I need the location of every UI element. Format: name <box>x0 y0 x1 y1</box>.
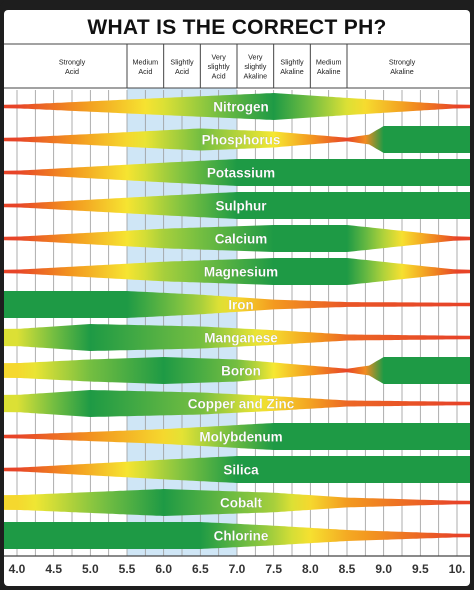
nutrient-label: Chlorine <box>214 529 269 544</box>
nutrient-band <box>4 489 470 516</box>
nutrient-label: Potassium <box>207 166 275 181</box>
acidity-label: Slightly <box>170 57 194 66</box>
x-tick-label: 7.5 <box>265 562 282 576</box>
acidity-label: Strongly <box>389 57 416 66</box>
acidity-label: Very <box>248 53 263 62</box>
nutrient-band <box>4 390 470 417</box>
nutrient-band <box>4 225 470 252</box>
acidity-label: slightly <box>244 62 266 71</box>
nutrient-label: Sulphur <box>216 199 268 214</box>
nutrient-label: Boron <box>221 364 261 379</box>
nutrient-label: Nitrogen <box>213 100 269 115</box>
x-tick-label: 9.5 <box>412 562 429 576</box>
nutrient-label: Phosphorus <box>202 133 281 148</box>
x-tick-label: 8.5 <box>339 562 356 576</box>
nutrient-band <box>4 159 470 186</box>
acidity-label: Slightly <box>280 57 304 66</box>
x-tick-label: 10. <box>449 562 466 576</box>
nutrient-label: Molybdenum <box>199 430 282 445</box>
x-tick-label: 8.0 <box>302 562 319 576</box>
x-tick-label: 6.0 <box>155 562 172 576</box>
nutrient-band <box>4 126 470 153</box>
x-tick-label: 6.5 <box>192 562 209 576</box>
nutrient-labels: Nitrogen Phosphorus Potassium Sulphur Calciu… <box>188 99 295 544</box>
acidity-label: Akaline <box>244 72 268 81</box>
nutrient-label: Iron <box>228 298 254 313</box>
acidity-label: Acid <box>65 67 79 76</box>
nutrient-label: Calcium <box>215 232 268 247</box>
acidity-label: Akaline <box>280 67 304 76</box>
acidity-label: Acid <box>175 67 189 76</box>
nutrient-label: Manganese <box>204 331 278 346</box>
acidity-label: Akaline <box>390 67 414 76</box>
x-tick-label: 7.0 <box>229 562 246 576</box>
nutrient-band <box>4 192 470 219</box>
x-tick-label: 4.5 <box>45 562 62 576</box>
nutrient-band <box>4 324 470 351</box>
x-tick-label: 4.0 <box>9 562 26 576</box>
acidity-label: slightly <box>208 62 230 71</box>
acidity-label: Very <box>211 53 226 62</box>
nutrient-label: Magnesium <box>204 265 278 280</box>
acidity-label: Acid <box>212 72 226 81</box>
acidity-label: Strongly <box>59 57 86 66</box>
acidity-label: Medium <box>133 57 159 66</box>
acidity-label: Medium <box>316 57 342 66</box>
x-tick-label: 5.0 <box>82 562 99 576</box>
ph-axis: 4.0 4.5 5.0 5.5 6.0 6.5 7.0 7.5 8.0 8.5 9.0 9.5 10. <box>4 555 470 576</box>
nutrient-band <box>4 456 470 483</box>
nutrient-band <box>4 93 470 120</box>
nutrient-label: Copper and Zinc <box>188 397 295 412</box>
nutrient-label: Silica <box>223 463 259 478</box>
nutrient-band <box>4 522 470 549</box>
chart-sheet: WHAT IS THE CORRECT PH? Strongly Acid Medi… <box>4 10 470 586</box>
nutrient-bands <box>4 93 470 549</box>
acidity-header: StronglyAcidMediumAcidSlightlyAcidVerysl… <box>4 43 470 89</box>
chart-title: WHAT IS THE CORRECT PH? <box>87 16 387 39</box>
nutrient-band <box>4 291 470 318</box>
nutrient-label: Cobalt <box>220 496 263 511</box>
nutrient-band <box>4 357 470 384</box>
x-tick-label: 5.5 <box>119 562 136 576</box>
nutrient-band <box>4 258 470 285</box>
acidity-label: Acid <box>138 67 152 76</box>
ph-chart: StronglyAcidMediumAcidSlightlyAcidVerysl… <box>4 43 470 576</box>
acidity-label: Akaline <box>317 67 341 76</box>
x-tick-label: 9.0 <box>375 562 392 576</box>
nutrient-band <box>4 423 470 450</box>
